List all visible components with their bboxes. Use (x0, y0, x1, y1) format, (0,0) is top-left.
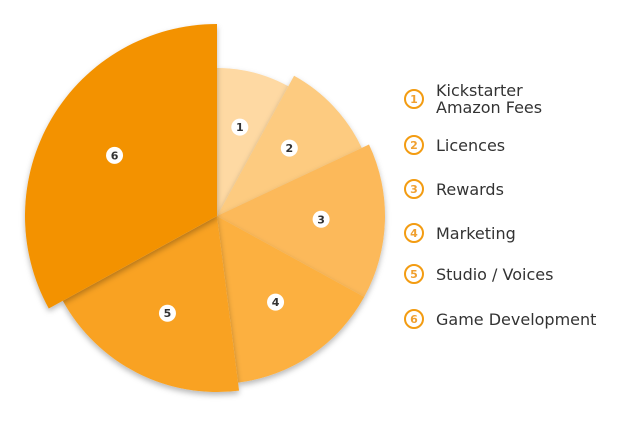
slice-badge-number: 6 (111, 149, 119, 162)
pie-slice-game-development (24, 24, 218, 309)
slice-badge-circle (106, 146, 124, 164)
legend-item-kickstarter-amazon-fees: 1 Kickstarter Amazon Fees (404, 82, 542, 116)
slice-badge-number: 3 (317, 213, 325, 226)
slice-badges: 1 2 3 4 5 6 (106, 118, 330, 322)
legend-item-marketing: 4 Marketing (404, 223, 516, 243)
pie-slice-kickstarter-amazon-fees (217, 68, 289, 216)
slice-badge-number: 5 (164, 307, 172, 320)
legend-badge-1: 1 (404, 89, 424, 109)
slice-badge-number: 2 (285, 142, 293, 155)
legend-label-marketing: Marketing (436, 223, 516, 243)
legend-badge-5: 5 (404, 264, 424, 284)
legend-label-studio-voices: Studio / Voices (436, 264, 554, 284)
pie-slice-marketing (217, 216, 365, 383)
pie-slices (24, 24, 385, 392)
legend-badge-3: 3 (404, 179, 424, 199)
slice-badge-circle (280, 139, 298, 157)
slice-badge-number: 4 (272, 296, 280, 309)
pie-slice-studio-voices (62, 216, 240, 392)
slice-badge-circle (267, 293, 285, 311)
legend-label-game-development: Game Development (436, 309, 597, 329)
legend-label-line: Kickstarter (436, 81, 523, 100)
slice-badge-number: 1 (236, 121, 244, 134)
legend-item-licences: 2 Licences (404, 135, 505, 155)
slice-badge-5: 5 (158, 304, 176, 322)
legend-item-rewards: 3 Rewards (404, 179, 504, 199)
legend-item-studio-voices: 5 Studio / Voices (404, 264, 553, 284)
slice-badge-1: 1 (231, 118, 249, 136)
slice-badge-6: 6 (106, 146, 124, 164)
slice-badge-circle (158, 304, 176, 322)
legend-badge-4: 4 (404, 223, 424, 243)
legend-label-kickstarter-amazon-fees: Kickstarter Amazon Fees (436, 82, 542, 116)
legend-label-rewards: Rewards (436, 179, 504, 199)
legend-label-line: Amazon Fees (436, 98, 543, 117)
pie-slice-rewards (217, 144, 385, 297)
legend-item-game-development: 6 Game Development (404, 309, 596, 329)
slice-badge-circle (312, 210, 330, 228)
legend-badge-6: 6 (404, 309, 424, 329)
slice-badge-3: 3 (312, 210, 330, 228)
slice-badge-4: 4 (267, 293, 285, 311)
slice-badge-2: 2 (280, 139, 298, 157)
legend-badge-2: 2 (404, 135, 424, 155)
slice-badge-circle (231, 118, 249, 136)
legend-label-licences: Licences (436, 135, 506, 155)
